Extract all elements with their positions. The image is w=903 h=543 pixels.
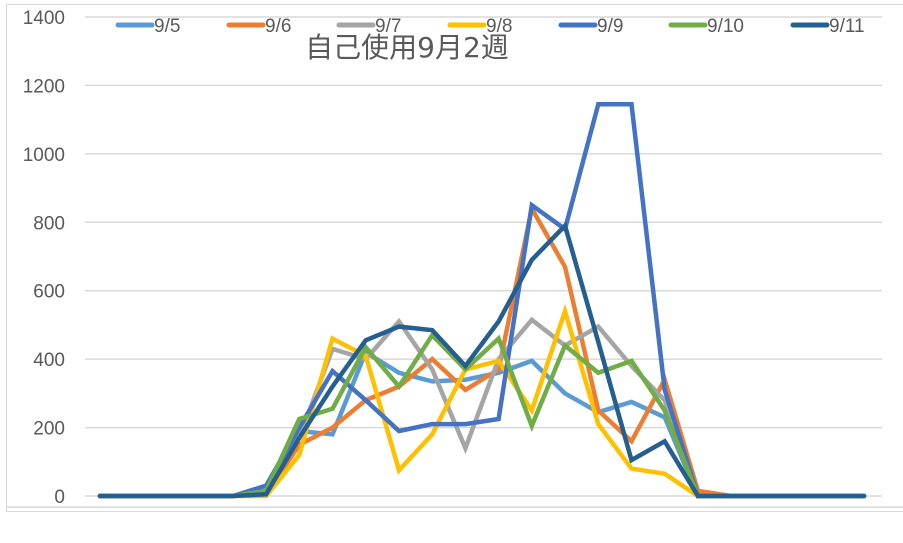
- y-axis-ticks: 0 200 400 600 800 1000 1200 1400: [23, 8, 65, 508]
- y-tick-label: 0: [54, 487, 65, 508]
- legend-label: 9/10: [707, 16, 744, 37]
- legend-label: 9/6: [265, 16, 291, 37]
- y-tick-label: 1200: [23, 76, 65, 97]
- legend: 9/5 9/6 9/7 9/8 9/9 9/10 9/11: [115, 16, 865, 37]
- legend-label: 9/8: [486, 16, 512, 37]
- y-tick-label: 600: [33, 282, 65, 303]
- series-line-9-5: [97, 348, 867, 499]
- series-line-9-9: [97, 101, 867, 499]
- y-tick-label: 1400: [23, 8, 65, 29]
- legend-label: 9/11: [829, 16, 865, 37]
- legend-label: 9/9: [597, 16, 623, 37]
- legend-label: 9/7: [375, 16, 401, 37]
- series-lines: [97, 101, 867, 499]
- chart-title: 自己使用9月2週: [305, 31, 509, 64]
- y-tick-label: 1000: [23, 145, 65, 166]
- y-tick-label: 800: [33, 213, 65, 234]
- legend-label: 9/5: [154, 16, 180, 37]
- y-tick-label: 400: [33, 350, 65, 371]
- gridlines: [7, 16, 903, 508]
- y-tick-label: 200: [33, 419, 65, 440]
- series-line-9-11: [97, 221, 867, 499]
